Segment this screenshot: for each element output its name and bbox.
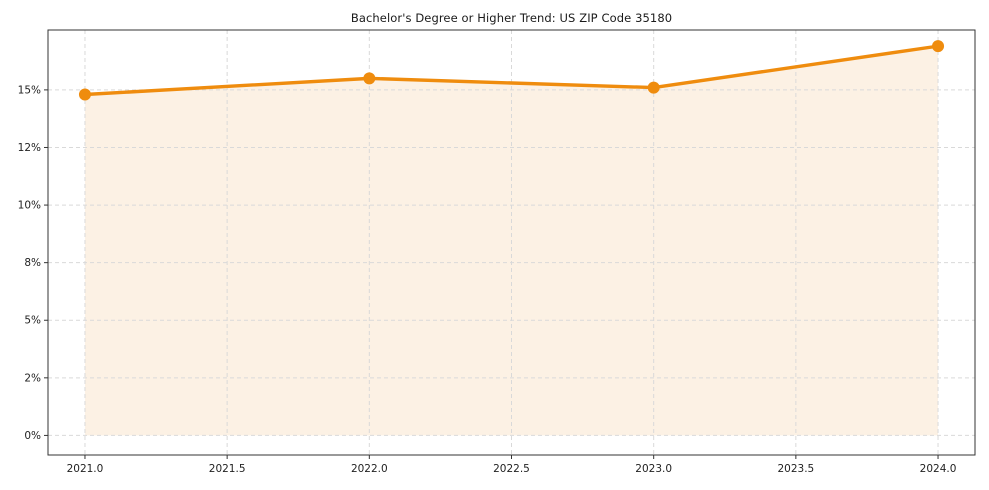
x-tick-label: 2022.5 xyxy=(493,463,530,475)
y-tick-label: 8% xyxy=(24,257,41,269)
data-point xyxy=(78,88,91,101)
x-tick-label: 2023.0 xyxy=(635,463,672,475)
data-point xyxy=(363,72,376,85)
y-tick-label: 2% xyxy=(24,372,41,384)
y-tick-label: 0% xyxy=(24,430,41,442)
trend-line xyxy=(83,44,940,97)
x-tick-label: 2023.5 xyxy=(777,463,814,475)
y-tick-label: 12% xyxy=(18,142,41,154)
y-tick-label: 10% xyxy=(18,200,41,212)
x-tick-label: 2024.0 xyxy=(920,463,957,475)
x-tick-label: 2021.5 xyxy=(209,463,246,475)
data-point xyxy=(932,40,945,53)
data-point xyxy=(647,81,660,94)
x-tick-label: 2021.0 xyxy=(67,463,104,475)
x-tick-label: 2022.0 xyxy=(351,463,388,475)
y-tick-label: 5% xyxy=(24,315,41,327)
y-tick-label: 15% xyxy=(18,84,41,96)
chart-title: Bachelor's Degree or Higher Trend: US ZI… xyxy=(350,11,673,25)
